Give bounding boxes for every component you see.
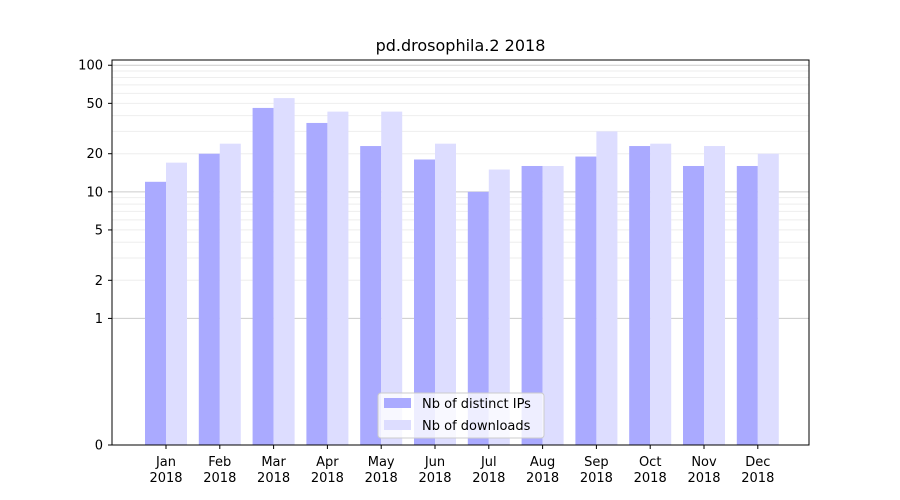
x-axis: Jan2018Feb2018Mar2018Apr2018May2018Jun20… xyxy=(149,445,774,486)
x-tick-label-month: Nov xyxy=(691,455,717,470)
bar-ips xyxy=(145,181,166,445)
bar-downloads xyxy=(704,146,725,445)
x-tick-label-year: 2018 xyxy=(526,471,559,486)
x-tick-label-month: Sep xyxy=(584,455,609,470)
legend-box xyxy=(377,392,545,439)
bar-downloads xyxy=(381,111,403,445)
y-tick-label: 0 xyxy=(95,439,103,454)
bars xyxy=(145,98,779,446)
bar-ips xyxy=(198,153,220,446)
y-tick-label: 5 xyxy=(95,223,103,238)
bar-ips xyxy=(736,165,758,446)
bar-downloads xyxy=(219,143,241,445)
x-tick-label-month: Oct xyxy=(639,455,661,470)
bar-downloads xyxy=(596,131,618,445)
bar-ips xyxy=(575,156,597,446)
x-tick-label-year: 2018 xyxy=(203,471,236,486)
x-tick-label-year: 2018 xyxy=(741,471,774,486)
bar-ips xyxy=(467,191,489,445)
legend-label-ips: Nb of distinct IPs xyxy=(422,397,531,412)
bar-downloads xyxy=(166,162,187,445)
bar-ips xyxy=(360,146,382,445)
x-tick-label-year: 2018 xyxy=(149,471,182,486)
bar-downloads xyxy=(542,165,564,446)
y-tick-label: 100 xyxy=(78,59,103,74)
bar-downloads xyxy=(273,98,295,445)
bar-ips xyxy=(683,165,704,446)
plot-frame xyxy=(111,59,810,446)
bar-ips xyxy=(629,146,651,445)
bar-downloads xyxy=(435,143,456,445)
x-tick-label-month: Apr xyxy=(316,455,339,470)
y-tick-label: 20 xyxy=(86,147,103,162)
y-axis: 0 1 2 5 10 20 50 100 xyxy=(78,59,112,454)
legend-swatch-downloads xyxy=(384,420,411,430)
bar-ips xyxy=(414,159,435,445)
x-tick-label-month: May xyxy=(368,455,395,470)
x-tick-label-year: 2018 xyxy=(311,471,344,486)
y-tick-label: 10 xyxy=(86,185,103,200)
bar-ips xyxy=(521,165,543,446)
x-tick-label-year: 2018 xyxy=(472,471,505,486)
y-tick-label: 2 xyxy=(95,274,103,289)
x-tick-label-year: 2018 xyxy=(365,471,398,486)
bar-ips xyxy=(306,122,328,445)
x-tick-label-month: Jul xyxy=(480,455,497,470)
x-tick-label-year: 2018 xyxy=(687,471,720,486)
bar-downloads xyxy=(327,111,349,445)
bar-ips xyxy=(252,107,274,446)
legend: Nb of distinct IPs Nb of downloads xyxy=(377,392,545,439)
legend-swatch-ips xyxy=(384,398,411,408)
x-tick-label-month: Dec xyxy=(745,455,770,470)
x-tick-label-month: Mar xyxy=(261,455,286,470)
legend-label-downloads: Nb of downloads xyxy=(422,419,531,434)
x-tick-label-month: Jun xyxy=(424,455,445,470)
bar-downloads xyxy=(488,169,510,445)
x-tick-label-month: Feb xyxy=(208,455,231,470)
chart-title: pd.drosophila.2 2018 xyxy=(376,36,546,55)
y-tick-label: 50 xyxy=(86,97,103,112)
x-tick-label-month: Aug xyxy=(530,455,555,470)
y-tick-label: 1 xyxy=(95,312,103,327)
bar-downloads xyxy=(757,153,779,446)
x-tick-label-month: Jan xyxy=(155,455,176,470)
x-tick-label-year: 2018 xyxy=(418,471,451,486)
bar-downloads xyxy=(650,143,672,445)
x-tick-label-year: 2018 xyxy=(634,471,667,486)
x-tick-label-year: 2018 xyxy=(580,471,613,486)
x-tick-label-year: 2018 xyxy=(257,471,290,486)
